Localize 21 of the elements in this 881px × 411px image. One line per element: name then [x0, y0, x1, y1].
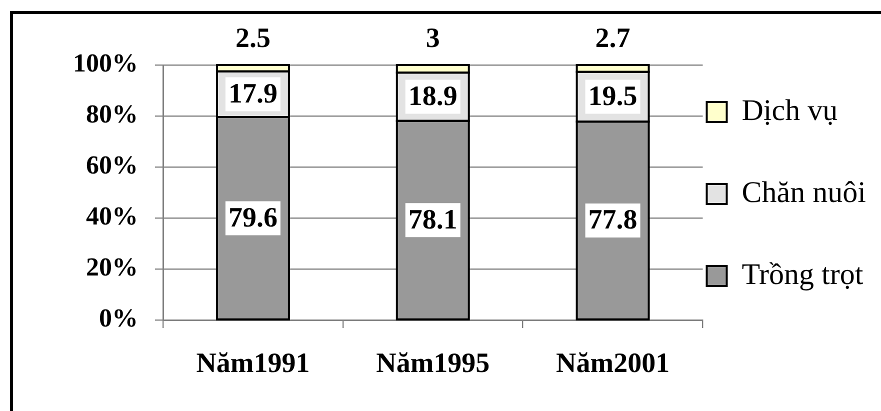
legend-label: Trồng trọt	[742, 258, 864, 291]
data-label: 2.5	[235, 23, 270, 54]
data-label: 77.8	[588, 204, 638, 236]
x-tick-label: Năm1995	[376, 348, 490, 380]
data-label: 78.1	[408, 204, 458, 236]
data-label: 17.9	[228, 78, 278, 110]
y-tick-label: 20%	[86, 252, 138, 282]
data-label: 79.6	[228, 202, 278, 234]
y-tick-label: 100%	[73, 48, 138, 78]
data-label: 3	[426, 23, 440, 54]
x-tick-label: Năm2001	[556, 348, 670, 380]
y-tick-label: 0%	[99, 304, 138, 333]
legend-label: Dịch vụ	[742, 94, 838, 127]
data-label: 2.7	[595, 23, 630, 54]
y-tick-label: 40%	[86, 202, 138, 231]
y-tick-label: 80%	[86, 100, 138, 129]
data-label: 19.5	[588, 80, 638, 112]
legend-label: Chăn nuôi	[742, 176, 866, 209]
y-tick-label: 60%	[86, 150, 138, 180]
data-label: 18.9	[408, 80, 458, 112]
x-tick-label: Năm1991	[196, 348, 310, 380]
